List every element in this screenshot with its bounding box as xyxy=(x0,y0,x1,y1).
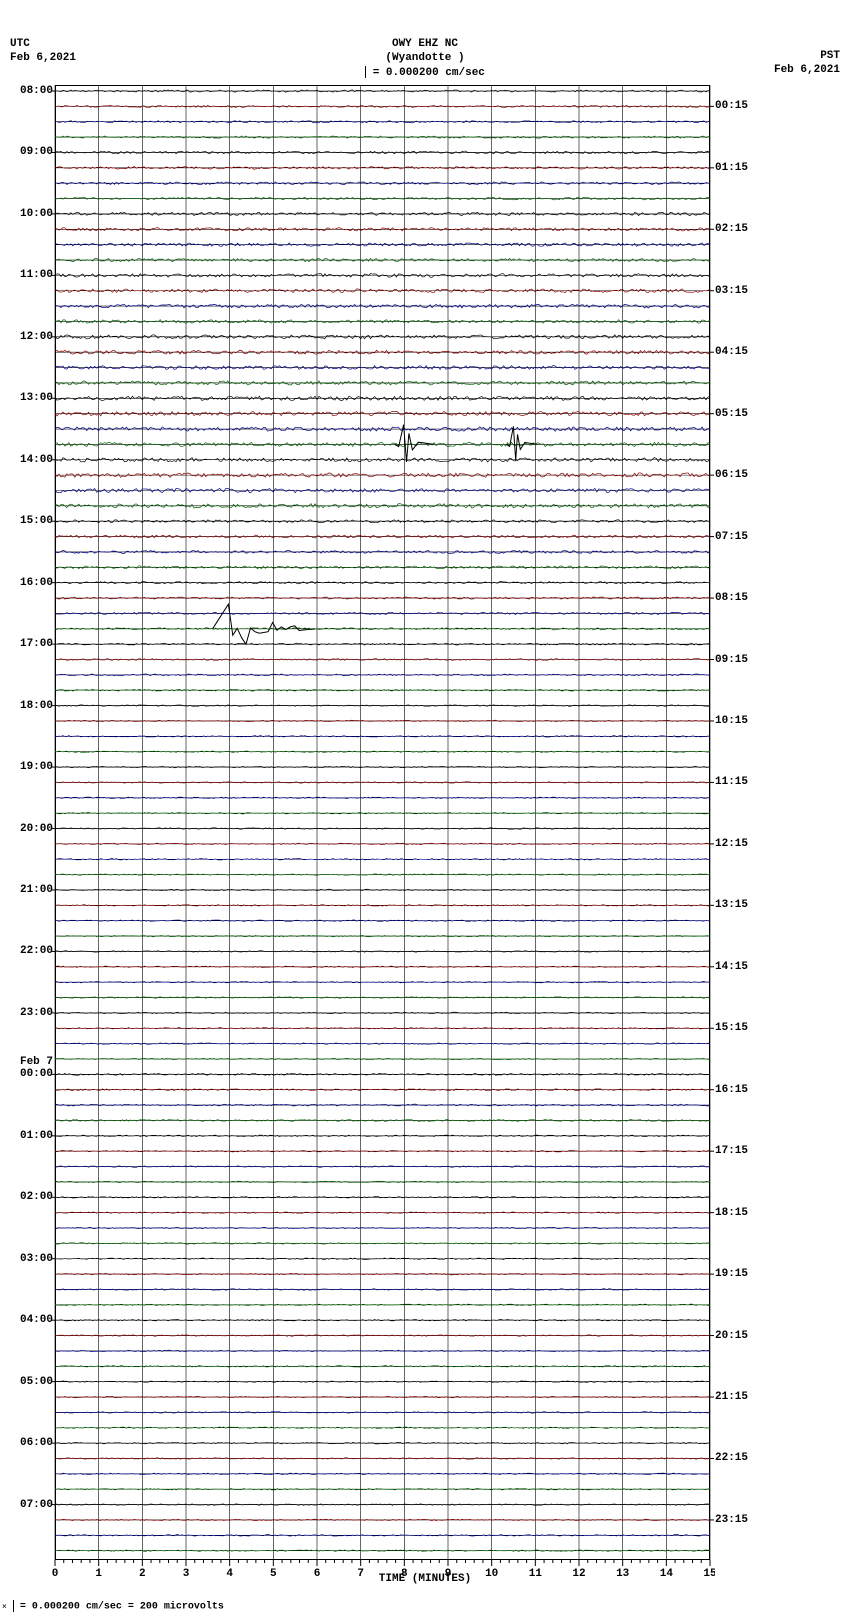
left-hour-label: 18:00 xyxy=(20,700,53,712)
right-hour-label: 16:15 xyxy=(715,1084,748,1096)
left-hour-label: 20:00 xyxy=(20,823,53,835)
right-hour-label: 10:15 xyxy=(715,715,748,727)
right-hour-label: 17:15 xyxy=(715,1145,748,1157)
left-hour-label: 23:00 xyxy=(20,1007,53,1019)
right-hour-label: 12:15 xyxy=(715,838,748,850)
left-hour-label: 08:00 xyxy=(20,85,53,97)
left-hour-label: 03:00 xyxy=(20,1253,53,1265)
right-hour-label: 14:15 xyxy=(715,961,748,973)
left-hour-label: 05:00 xyxy=(20,1376,53,1388)
right-hour-label: 06:15 xyxy=(715,469,748,481)
right-hour-label: 01:15 xyxy=(715,162,748,174)
right-hour-label: 20:15 xyxy=(715,1330,748,1342)
right-hour-label: 03:15 xyxy=(715,285,748,297)
left-hour-label: 11:00 xyxy=(20,269,53,281)
left-hour-label: 21:00 xyxy=(20,884,53,896)
right-hour-label: 05:15 xyxy=(715,408,748,420)
right-hour-label: 08:15 xyxy=(715,592,748,604)
right-hour-label: 11:15 xyxy=(715,776,748,788)
left-hour-label: 19:00 xyxy=(20,761,53,773)
right-hour-label: 02:15 xyxy=(715,223,748,235)
left-hour-label: 15:00 xyxy=(20,515,53,527)
left-hour-label: 14:00 xyxy=(20,454,53,466)
station-code: OWY EHZ NC xyxy=(0,38,850,50)
right-hour-label: 13:15 xyxy=(715,899,748,911)
scale-text: = 0.000200 cm/sec xyxy=(373,67,485,79)
right-hour-label: 15:15 xyxy=(715,1022,748,1034)
right-hour-label: 09:15 xyxy=(715,654,748,666)
x-axis-label: TIME (MINUTES) xyxy=(0,1573,850,1585)
utc-label: UTC xyxy=(10,38,30,50)
scale-bar-icon xyxy=(365,66,366,78)
station-name: (Wyandotte ) xyxy=(0,52,850,64)
right-hour-label: 22:15 xyxy=(715,1452,748,1464)
left-hour-label: 22:00 xyxy=(20,945,53,957)
left-hour-label: 10:00 xyxy=(20,208,53,220)
footer-scale-bar-icon xyxy=(13,1600,14,1612)
right-hour-label: 23:15 xyxy=(715,1514,748,1526)
left-hour-label: 13:00 xyxy=(20,392,53,404)
utc-date: Feb 6,2021 xyxy=(10,52,76,64)
left-hour-label: 06:00 xyxy=(20,1437,53,1449)
left-hour-label: 01:00 xyxy=(20,1130,53,1142)
left-hour-label: 17:00 xyxy=(20,638,53,650)
right-hour-label: 07:15 xyxy=(715,531,748,543)
left-hour-label: 07:00 xyxy=(20,1499,53,1511)
footer-scale: ✕ = 0.000200 cm/sec = 200 microvolts xyxy=(2,1600,224,1613)
left-hour-label: 04:00 xyxy=(20,1314,53,1326)
right-hour-label: 21:15 xyxy=(715,1391,748,1403)
right-hour-label: 19:15 xyxy=(715,1268,748,1280)
right-hour-label: 18:15 xyxy=(715,1207,748,1219)
left-midnight-date: Feb 7 xyxy=(20,1056,53,1068)
left-hour-label: 12:00 xyxy=(20,331,53,343)
right-hour-label: 00:15 xyxy=(715,100,748,112)
seismogram-plot: 0123456789101112131415 xyxy=(50,85,715,1584)
left-hour-label: 00:00 xyxy=(20,1068,53,1080)
left-hour-label: 16:00 xyxy=(20,577,53,589)
left-hour-label: 02:00 xyxy=(20,1191,53,1203)
right-hour-label: 04:15 xyxy=(715,346,748,358)
left-hour-label: 09:00 xyxy=(20,146,53,158)
